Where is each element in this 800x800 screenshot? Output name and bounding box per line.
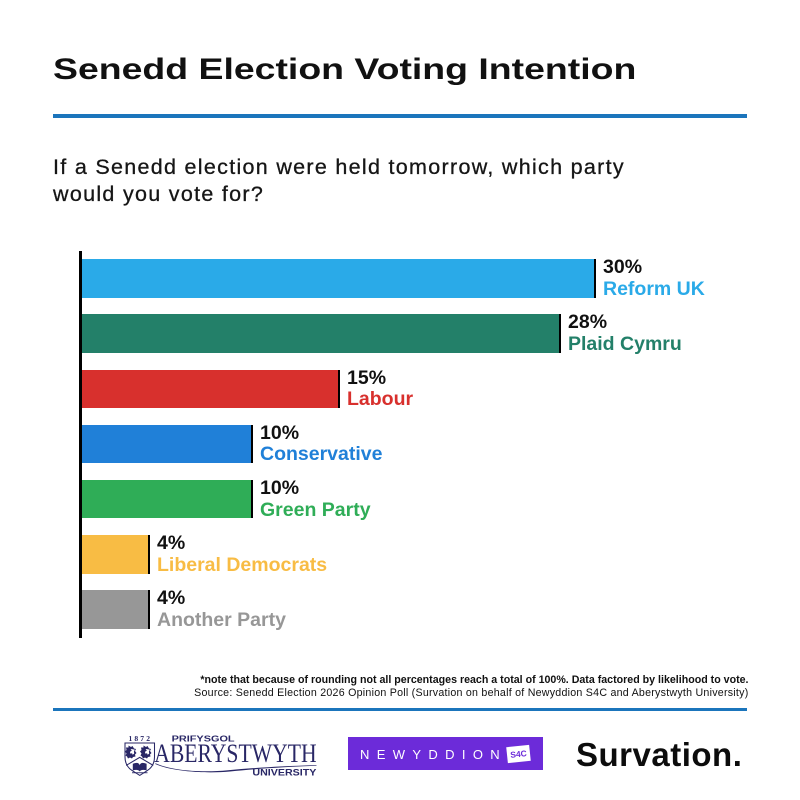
svg-text:PRIFYSGOL: PRIFYSGOL — [172, 734, 235, 743]
svg-text:ABERYSTWYTH: ABERYSTWYTH — [154, 738, 317, 768]
svg-text:UNIVERSITY: UNIVERSITY — [252, 768, 316, 778]
svg-text:1872: 1872 — [129, 734, 151, 743]
